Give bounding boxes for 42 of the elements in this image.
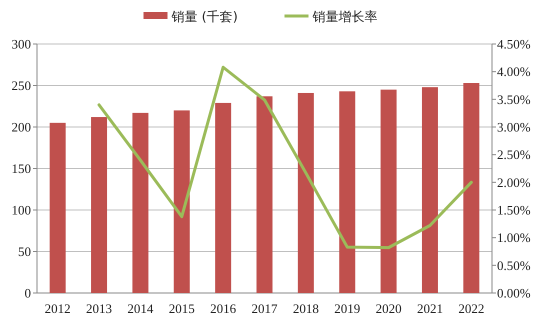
y-tick-label: 100 xyxy=(12,202,31,218)
legend-label: 销量增长率 xyxy=(312,9,378,25)
bar xyxy=(256,96,272,293)
x-tick-label: 2015 xyxy=(168,301,195,316)
x-tick-label: 2017 xyxy=(252,301,278,316)
bar xyxy=(298,92,314,293)
x-tick-label: 2020 xyxy=(376,301,402,316)
x-tick-label: 2013 xyxy=(86,301,112,316)
x-tick-label: 2022 xyxy=(458,301,484,316)
y2-tick-label: 0.50% xyxy=(497,258,531,273)
x-tick-label: 2014 xyxy=(127,301,154,316)
x-tick-label: 2018 xyxy=(292,301,319,316)
y2-tick-label: 4.50% xyxy=(497,36,531,52)
bar xyxy=(380,90,397,293)
y2-tick-label: 3.00% xyxy=(497,120,531,134)
x-tick-label: 2019 xyxy=(334,301,360,316)
bar xyxy=(215,102,232,293)
y2-tick-label: 4.00% xyxy=(497,64,531,80)
y2-tick-label: 2.50% xyxy=(497,147,531,162)
line-series xyxy=(98,66,473,250)
legend-label: 销量 (千套) xyxy=(170,10,238,25)
y-tick-label: 250 xyxy=(12,78,31,93)
bar xyxy=(463,83,480,293)
y2-tick-label: 3.50% xyxy=(497,92,531,107)
y-tick-label: 50 xyxy=(18,244,31,259)
bar xyxy=(132,112,148,293)
y2-tick-label: 0.00% xyxy=(497,286,531,300)
bar xyxy=(50,122,66,293)
y-tick-label: 300 xyxy=(12,36,31,52)
bar xyxy=(91,117,108,293)
y2-tick-label: 1.00% xyxy=(497,230,531,246)
y-tick-label: 150 xyxy=(12,161,31,176)
x-tick-label: 2021 xyxy=(416,301,443,316)
bar xyxy=(174,110,190,293)
y-tick-label: 200 xyxy=(12,120,31,134)
y2-tick-label: 1.50% xyxy=(497,202,531,218)
y2-tick-label: 2.00% xyxy=(497,174,531,190)
y-tick-label: 0 xyxy=(24,286,31,300)
x-tick-label: 2012 xyxy=(44,301,71,316)
bar xyxy=(422,87,438,293)
x-tick-label: 2016 xyxy=(210,301,237,316)
bar xyxy=(339,91,356,293)
